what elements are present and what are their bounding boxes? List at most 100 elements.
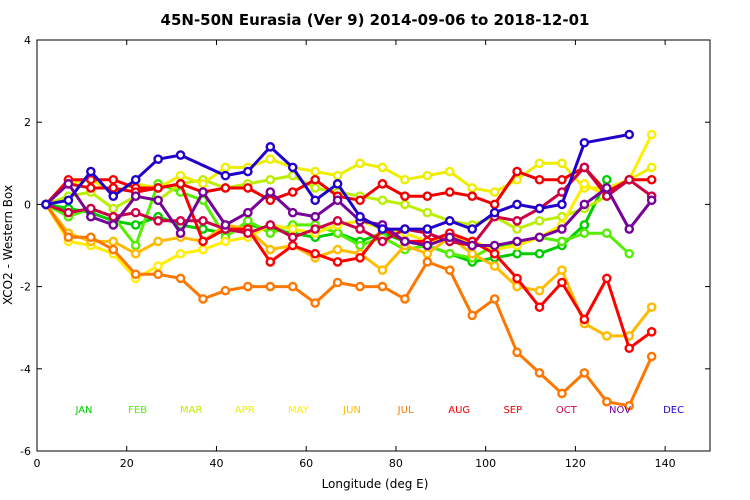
data-point xyxy=(86,232,96,243)
data-point xyxy=(400,191,410,201)
data-point xyxy=(63,195,74,206)
data-point xyxy=(287,232,298,243)
x-tick-label: 100 xyxy=(475,457,496,470)
data-point xyxy=(489,240,500,251)
data-point xyxy=(422,170,433,181)
series-aug xyxy=(41,174,657,354)
y-axis: -6 -4 -2 0 2 4 xyxy=(20,34,710,458)
data-point xyxy=(467,248,478,259)
data-point xyxy=(198,179,208,189)
x-tick-label: 140 xyxy=(655,457,676,470)
data-point xyxy=(265,228,276,238)
data-point xyxy=(489,261,500,271)
data-point xyxy=(130,240,141,251)
data-point xyxy=(265,174,276,185)
data-point xyxy=(41,199,51,210)
data-point xyxy=(557,174,567,185)
x-tick-label: 0 xyxy=(34,457,41,470)
data-point xyxy=(377,162,388,173)
data-point xyxy=(332,179,343,189)
data-point xyxy=(265,281,276,292)
data-point xyxy=(422,257,433,267)
data-point xyxy=(467,310,478,321)
series-jul xyxy=(41,199,657,411)
data-point xyxy=(646,302,657,312)
data-point xyxy=(86,183,96,193)
data-point xyxy=(108,203,119,214)
x-tick-label: 20 xyxy=(120,457,134,470)
data-point xyxy=(220,236,231,247)
data-point xyxy=(512,224,522,234)
data-point xyxy=(400,294,410,304)
data-point xyxy=(175,150,186,160)
y-axis-label: XCO2 - Western Box xyxy=(1,185,15,305)
data-point xyxy=(153,216,163,226)
data-point xyxy=(512,273,522,284)
data-point xyxy=(355,211,365,222)
y-tick-label: 0 xyxy=(24,198,31,211)
data-point xyxy=(400,236,410,247)
legend-item: MAY xyxy=(288,405,310,416)
data-point xyxy=(153,183,163,193)
data-point xyxy=(557,277,567,288)
data-point xyxy=(153,269,163,280)
data-point xyxy=(220,162,231,173)
data-point xyxy=(86,166,96,177)
data-point xyxy=(557,224,567,234)
data-point xyxy=(602,183,612,193)
series-layer xyxy=(41,129,657,411)
legend-item: NOV xyxy=(609,405,631,416)
data-point xyxy=(220,220,231,230)
data-point xyxy=(108,191,119,201)
data-point xyxy=(265,244,276,255)
data-point xyxy=(646,351,657,362)
data-point xyxy=(377,224,388,234)
data-point xyxy=(467,191,478,201)
data-point xyxy=(624,400,635,411)
data-point xyxy=(512,248,522,259)
plot-frame xyxy=(36,39,711,452)
x-tick-label: 80 xyxy=(389,457,403,470)
data-point xyxy=(175,228,186,238)
x-axis-label: Longitude (deg E) xyxy=(322,477,429,491)
data-point xyxy=(579,314,590,325)
data-point xyxy=(153,195,163,206)
data-point xyxy=(602,228,612,238)
legend: JAN FEB MAR APR MAY JUN JUL AUG SEP OCT NOV DEC xyxy=(74,405,684,416)
data-point xyxy=(265,195,276,206)
series-line xyxy=(45,165,653,247)
data-point xyxy=(534,248,545,259)
data-point xyxy=(355,240,365,251)
data-point xyxy=(377,236,388,247)
data-point xyxy=(220,183,231,193)
data-point xyxy=(243,166,253,177)
data-point xyxy=(512,281,522,292)
data-point xyxy=(467,224,478,234)
data-point xyxy=(63,179,74,189)
data-point xyxy=(422,191,433,201)
data-point xyxy=(355,158,365,169)
data-point xyxy=(534,368,545,378)
data-point xyxy=(175,248,186,259)
data-point xyxy=(646,327,657,337)
data-point xyxy=(220,285,231,296)
data-point xyxy=(557,236,567,247)
data-point xyxy=(467,183,478,193)
y-tick-label: -6 xyxy=(20,445,31,458)
data-point xyxy=(400,174,410,185)
data-point xyxy=(265,154,276,164)
data-point xyxy=(310,298,320,308)
data-point xyxy=(444,187,455,197)
series-line xyxy=(44,182,653,247)
data-point xyxy=(332,244,343,255)
data-point xyxy=(512,199,522,210)
data-point xyxy=(86,211,96,222)
series-line xyxy=(44,157,653,206)
data-point xyxy=(175,170,186,181)
data-point xyxy=(579,137,590,148)
data-point xyxy=(602,273,612,284)
data-point xyxy=(512,216,522,226)
legend-item: DEC xyxy=(663,405,684,416)
data-point xyxy=(624,174,635,185)
data-point xyxy=(332,216,343,226)
